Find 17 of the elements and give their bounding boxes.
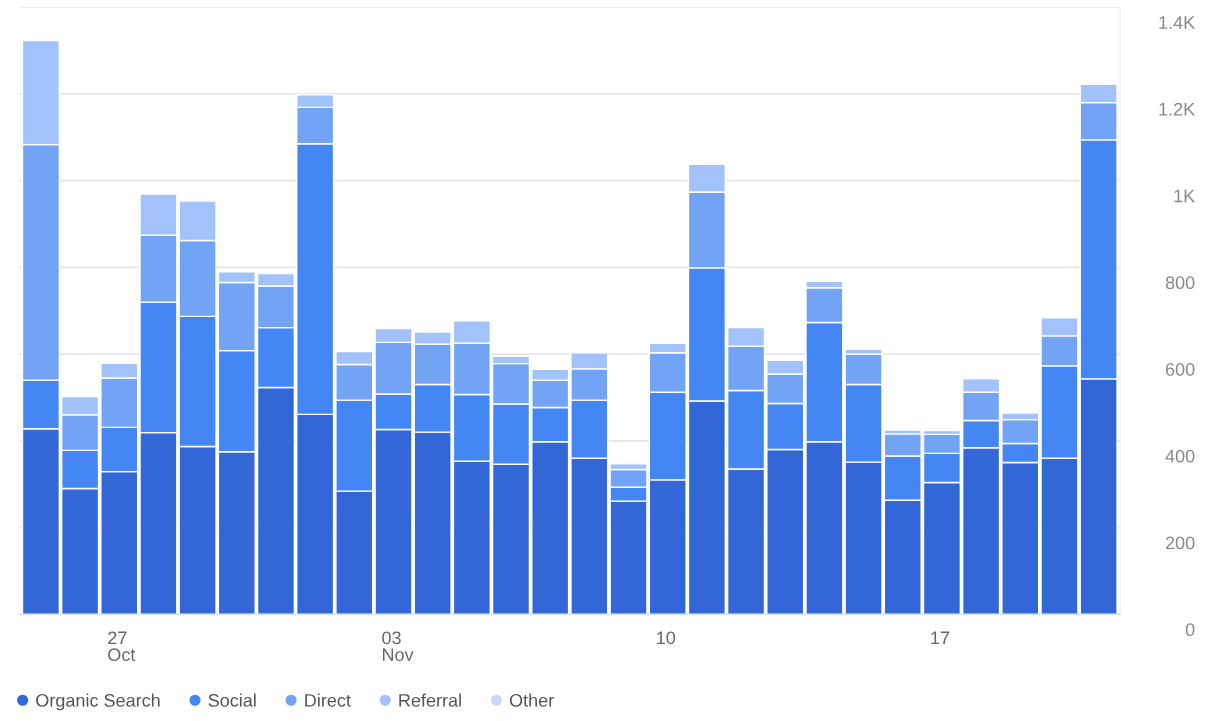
x-tick-label: 03 Nov [382, 631, 414, 662]
y-tick-label: 600 [1165, 363, 1195, 376]
legend-label: Referral [399, 693, 461, 707]
x-tick-label: 17 [931, 631, 950, 645]
legend-label: Other [509, 693, 554, 707]
x-tick-label: 10 [657, 631, 676, 645]
legend-label: Direct [305, 693, 351, 707]
legend-label: Social [208, 693, 256, 707]
y-tick-label: 0 [1185, 623, 1195, 637]
y-tick-label: 400 [1165, 449, 1195, 463]
y-tick-label: 1.2K [1159, 102, 1195, 116]
y-tick-label: 1.4K [1159, 16, 1195, 29]
y-tick-label: 800 [1165, 276, 1195, 290]
x-tick-label: 27 Oct [108, 631, 136, 662]
y-tick-label: 1K [1174, 189, 1195, 203]
y-tick-label: 200 [1165, 536, 1195, 550]
legend-label: Organic Search [36, 693, 160, 711]
